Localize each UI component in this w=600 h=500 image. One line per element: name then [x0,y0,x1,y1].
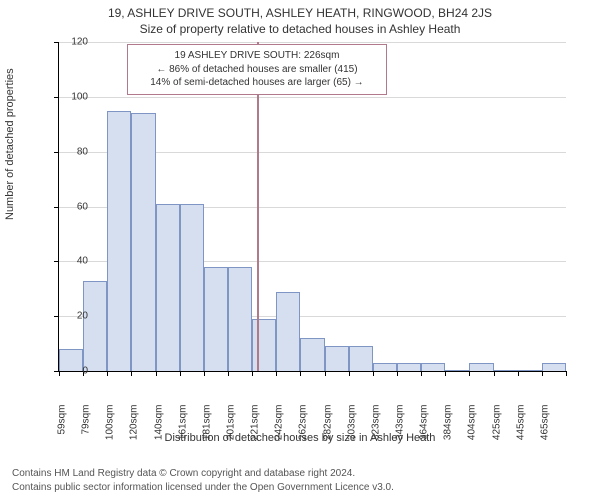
histogram-bar [494,370,518,371]
histogram-bar [349,346,373,371]
y-tick-label: 0 [58,366,88,377]
x-tick-mark [518,371,519,376]
x-tick-mark [469,371,470,376]
x-tick-mark [228,371,229,376]
x-tick-mark [421,371,422,376]
y-tick-label: 80 [58,146,88,157]
x-tick-mark [204,371,205,376]
x-tick-mark [156,371,157,376]
histogram-bar [204,267,228,371]
histogram-bar [228,267,252,371]
histogram-bar [252,319,276,371]
x-tick-mark [445,371,446,376]
x-tick-mark [180,371,181,376]
x-tick-mark [542,371,543,376]
attribution-footer: Contains HM Land Registry data © Crown c… [12,467,588,494]
histogram-bar [156,204,180,371]
histogram-bar [180,204,204,371]
chart-container: 19, ASHLEY DRIVE SOUTH, ASHLEY HEATH, RI… [0,0,600,500]
x-tick-mark [276,371,277,376]
x-tick-mark [566,371,567,376]
x-tick-mark [373,371,374,376]
histogram-bar [397,363,421,371]
histogram-bar [300,338,324,371]
x-tick-mark [107,371,108,376]
x-tick-mark [494,371,495,376]
annot-line-3: 14% of semi-detached houses are larger (… [134,76,380,90]
histogram-bar [83,281,107,371]
y-tick-label: 100 [58,91,88,102]
histogram-bar [421,363,445,371]
y-axis-label: Number of detached properties [4,68,16,220]
histogram-bar [131,113,155,371]
histogram-bar [107,111,131,371]
chart-title-main: 19, ASHLEY DRIVE SOUTH, ASHLEY HEATH, RI… [0,6,600,20]
annot-line-1: 19 ASHLEY DRIVE SOUTH: 226sqm [134,49,380,63]
footer-line-1: Contains HM Land Registry data © Crown c… [12,467,588,481]
gridline [59,42,566,43]
property-annotation: 19 ASHLEY DRIVE SOUTH: 226sqm← 86% of de… [127,44,387,95]
x-tick-mark [349,371,350,376]
histogram-bar [373,363,397,371]
plot-area: 19 ASHLEY DRIVE SOUTH: 226sqm← 86% of de… [58,42,566,372]
y-tick-label: 60 [58,201,88,212]
x-tick-mark [300,371,301,376]
chart-title-sub: Size of property relative to detached ho… [0,22,600,36]
histogram-bar [325,346,349,371]
histogram-bar [542,363,566,371]
histogram-bar [445,370,469,371]
histogram-bar [276,292,300,372]
x-axis-label: Distribution of detached houses by size … [0,432,600,444]
gridline [59,97,566,98]
y-tick-label: 40 [58,256,88,267]
y-tick-label: 120 [58,37,88,48]
histogram-bar [518,370,542,371]
annot-line-2: ← 86% of detached houses are smaller (41… [134,63,380,77]
histogram-bar [469,363,493,371]
y-tick-label: 20 [58,311,88,322]
x-tick-mark [131,371,132,376]
footer-line-2: Contains public sector information licen… [12,481,588,495]
x-tick-mark [325,371,326,376]
x-tick-mark [397,371,398,376]
x-tick-mark [252,371,253,376]
